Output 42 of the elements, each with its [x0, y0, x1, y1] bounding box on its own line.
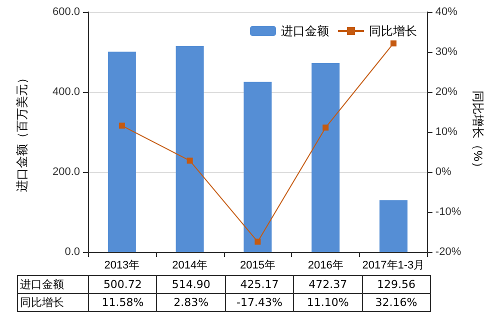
legend-label: 进口金额	[281, 24, 329, 38]
y-tick-label: 0.0	[64, 246, 80, 258]
data-label: 2.83%	[156, 294, 226, 312]
x-tick-label: 2014年	[172, 260, 208, 272]
text: 同比增长	[20, 296, 64, 309]
y2-tick-label: 10%	[435, 126, 458, 138]
point	[118, 122, 125, 129]
data-label: 472.37	[294, 276, 362, 294]
data-label: 500.72	[88, 276, 157, 294]
y2-tick-label: 40%	[435, 6, 458, 18]
point	[322, 124, 329, 131]
legend-label: 同比增长	[369, 24, 417, 38]
x-tick-label: 2015年	[240, 260, 276, 272]
bar	[244, 82, 272, 252]
point	[186, 158, 193, 164]
y2-tick-label: 30%	[435, 46, 458, 58]
bar	[108, 52, 136, 252]
bar	[312, 63, 340, 252]
data-label: 129.56	[362, 276, 430, 294]
point	[390, 40, 396, 46]
data-label: 514.90	[156, 276, 226, 294]
y-tick-label: 600.0	[52, 6, 80, 18]
y-tick-label: 400.0	[52, 86, 80, 98]
text: 进口金额	[20, 278, 64, 291]
y2-tick-label: 0%	[435, 166, 452, 178]
data-label: 32.16%	[362, 294, 430, 312]
x-tick-label: 2013年	[104, 260, 140, 272]
bar	[176, 46, 204, 252]
x-tick-label: 2017年1-3月	[362, 260, 425, 272]
y2-tick-label: 20%	[435, 86, 458, 98]
y-tick-label: 200.0	[52, 166, 80, 178]
y2-axis-title: 同比增长（%）	[471, 90, 485, 174]
y2-tick-label: -10%	[435, 206, 462, 218]
data-label: 425.17	[225, 276, 294, 294]
bar	[379, 200, 408, 252]
x-tick-label: 2016年	[308, 260, 344, 272]
y2-tick-label: -20%	[435, 246, 462, 258]
data-label: 11.10%	[294, 294, 362, 312]
y-axis-title: 进口金额（百万美元）	[15, 72, 29, 192]
data-label: -17.43%	[225, 294, 294, 312]
point	[254, 238, 261, 245]
data-label: 11.58%	[88, 294, 157, 312]
